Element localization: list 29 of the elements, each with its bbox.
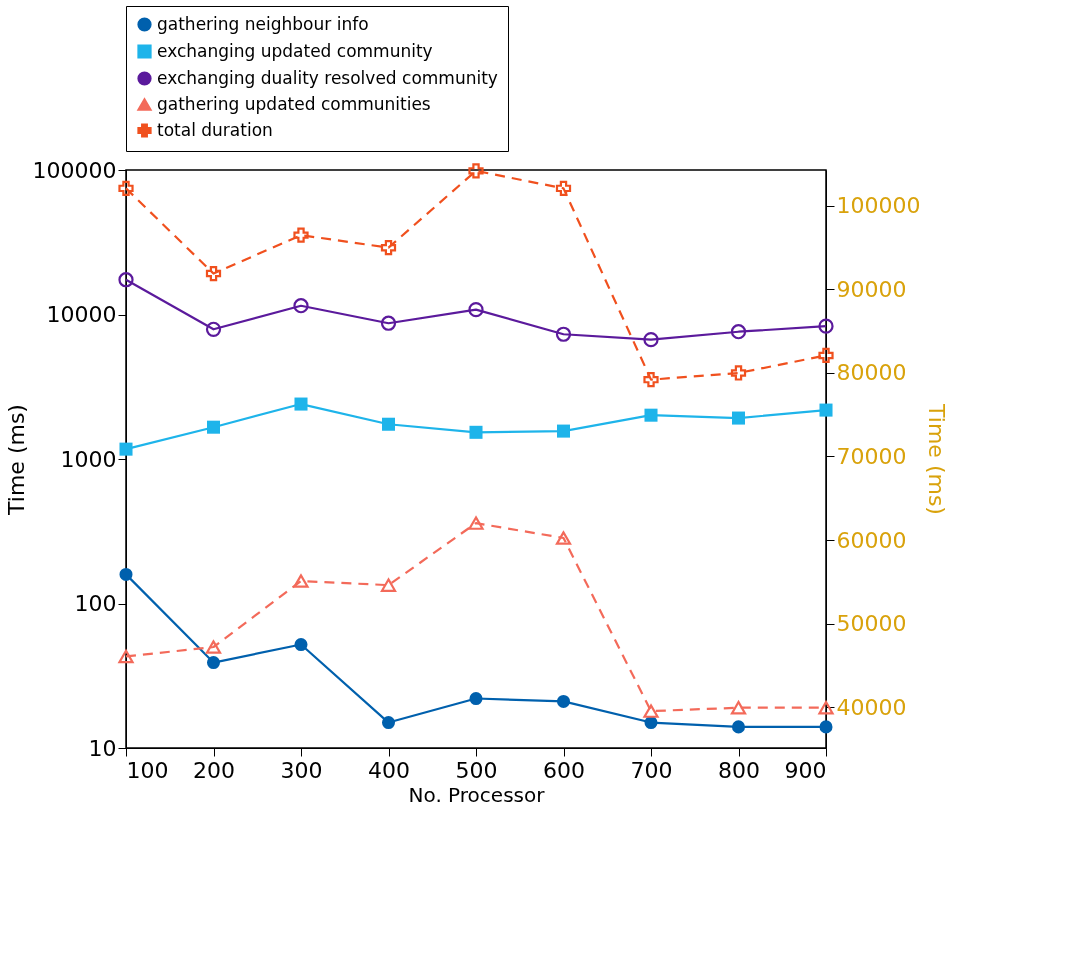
x-tick-label: 600: [543, 757, 585, 783]
x-tick-label: 800: [718, 757, 760, 783]
x-tick-label: 700: [630, 757, 673, 783]
x-tick-label: 100: [126, 757, 169, 783]
y2-tick-label: 90000: [836, 276, 907, 302]
x-axis-title: No. Processor: [408, 782, 546, 807]
y2-tick-label: 60000: [836, 527, 907, 553]
y-tick-label: 1000: [60, 446, 117, 472]
x-tick-label: 300: [280, 757, 323, 783]
y2-tick-label: 70000: [836, 443, 907, 469]
y-tick-label: 100: [74, 591, 117, 616]
y-tick-label: 10: [88, 735, 117, 761]
legend-label: exchanging updated community: [157, 40, 433, 61]
y2-axis-title: Time (ms): [924, 403, 950, 515]
y-tick-label: 100000: [32, 157, 117, 183]
x-tick-label: 400: [368, 757, 410, 783]
y2-tick-label: 80000: [836, 360, 907, 386]
x-tick-label: 900: [784, 757, 827, 783]
legend-label: gathering neighbour info: [157, 13, 369, 34]
y2-tick-label: 40000: [836, 694, 907, 720]
y2-tick-label: 50000: [836, 611, 907, 637]
y-axis-title: Time (ms): [3, 404, 29, 516]
x-tick-label: 200: [193, 757, 235, 783]
y-tick-label: 10000: [46, 302, 117, 327]
legend-label: total duration: [157, 119, 273, 140]
legend-label: exchanging duality resolved community: [157, 67, 498, 88]
x-tick-label: 500: [455, 757, 498, 783]
y2-tick-label: 100000: [836, 193, 921, 219]
legend-label: gathering updated communities: [157, 93, 431, 114]
